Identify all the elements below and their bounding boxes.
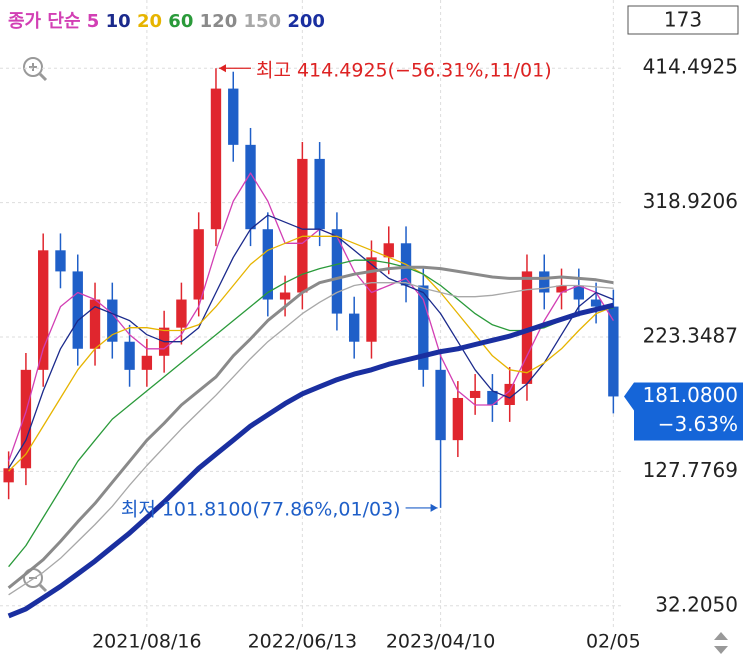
candle-body xyxy=(469,390,481,398)
legend-entry: 종가 단순 xyxy=(8,11,81,32)
legend-entry: 200 xyxy=(287,11,325,32)
candle-body xyxy=(228,88,239,145)
candle-body xyxy=(279,292,291,300)
last-price-box xyxy=(624,382,743,441)
candle-body xyxy=(262,229,273,300)
candle-body xyxy=(487,390,498,405)
last-change: −3.63% xyxy=(658,412,738,436)
candle-body xyxy=(210,88,222,230)
candle-body xyxy=(331,229,343,314)
legend-entry: 120 xyxy=(200,11,238,32)
candle-body xyxy=(141,355,153,370)
ma-line xyxy=(8,259,614,568)
ma-line xyxy=(8,235,614,472)
ma-line xyxy=(8,282,614,596)
last-price: 181.0800 xyxy=(643,383,738,407)
ma-line xyxy=(8,214,614,469)
candle-body xyxy=(435,369,446,441)
candle-body xyxy=(452,397,464,441)
candle-body xyxy=(556,285,567,293)
candle-body xyxy=(89,299,101,349)
ma-line xyxy=(7,265,614,589)
candle-body xyxy=(72,271,83,349)
ma-line xyxy=(7,302,614,619)
candle-body xyxy=(366,257,377,342)
y-tick-label: 32.2050 xyxy=(655,592,738,616)
x-tick-label: 2021/08/16 xyxy=(92,631,202,653)
high-arrow-head xyxy=(218,64,226,73)
y-tick-label: 414.4925 xyxy=(643,55,738,79)
candle-body xyxy=(20,369,32,469)
x-tick-label: 2023/04/10 xyxy=(386,631,496,653)
high-annotation: 최고 414.4925(−56.31%,11/01) xyxy=(256,60,552,82)
legend-entry: 5 xyxy=(87,11,100,32)
candle-body xyxy=(504,383,515,405)
y-tick-label: 318.9206 xyxy=(643,189,738,213)
y-tick-label: 223.3487 xyxy=(643,324,738,348)
candle-body xyxy=(3,468,14,483)
x-tick-label: 2022/06/13 xyxy=(248,631,358,653)
candle-body xyxy=(297,158,308,293)
candle-body xyxy=(245,144,256,230)
candle-body xyxy=(38,250,49,370)
candle-body xyxy=(107,299,118,342)
zoom-in[interactable] xyxy=(23,57,48,82)
legend-entry: 20 xyxy=(137,11,162,32)
candle-body xyxy=(124,341,135,370)
candle-body xyxy=(314,158,325,230)
scroll-arrows[interactable] xyxy=(714,632,728,654)
count: 173 xyxy=(664,8,702,32)
low-annotation: 최저 101.8100(77.86%,01/03) xyxy=(121,498,401,520)
y-tick-label: 127.7769 xyxy=(643,458,738,482)
candle-body xyxy=(539,271,550,293)
legend-entry: 10 xyxy=(106,11,131,32)
candle-body xyxy=(590,299,602,307)
candle-body xyxy=(193,229,204,300)
candle-body xyxy=(418,285,429,370)
candle-body xyxy=(55,250,66,272)
candle-body xyxy=(573,285,584,300)
candle-body xyxy=(349,313,360,342)
count-box xyxy=(627,5,739,35)
candle-body xyxy=(521,271,533,384)
legend-entry: 60 xyxy=(168,11,193,32)
candle-body xyxy=(608,306,619,397)
low-arrow-head xyxy=(430,503,438,512)
candle-body xyxy=(383,243,394,258)
candle-body xyxy=(176,299,187,328)
x-tick-label: 02/05 xyxy=(586,631,641,653)
legend-entry: 150 xyxy=(244,11,282,32)
legend: 종가 단순 5 10 20 60 120 150 200 xyxy=(8,11,325,32)
